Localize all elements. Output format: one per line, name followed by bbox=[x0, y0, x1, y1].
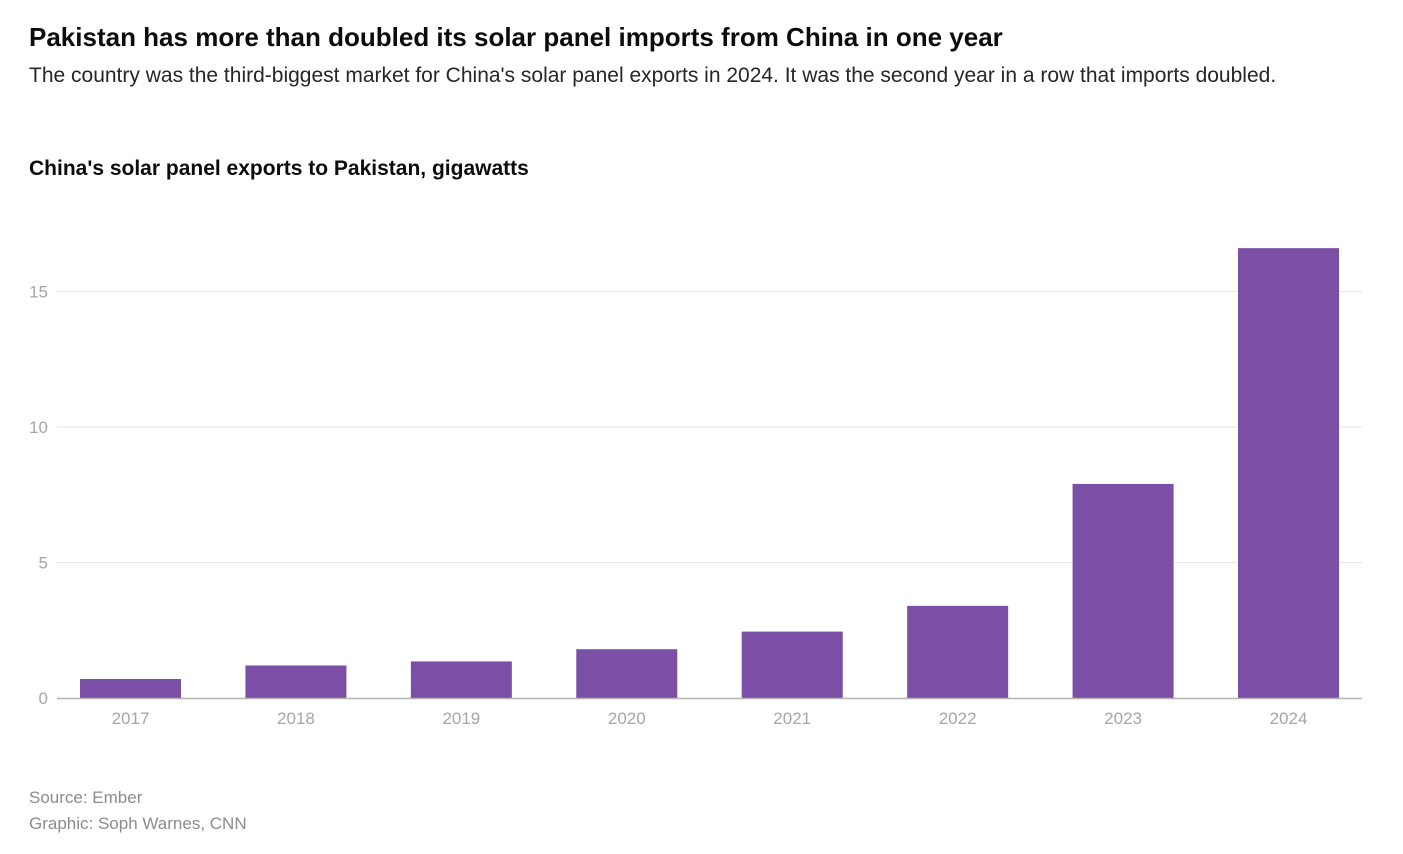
bar-2024 bbox=[1238, 248, 1339, 698]
source-note: Source: Ember bbox=[29, 788, 143, 807]
x-tick-label: 2024 bbox=[1270, 709, 1308, 728]
bar-2020 bbox=[576, 649, 678, 698]
chart-subheading: The country was the third-biggest market… bbox=[29, 64, 1277, 87]
x-tick-label: 2022 bbox=[939, 709, 977, 728]
y-tick-label: 0 bbox=[39, 689, 48, 708]
bar-2023 bbox=[1072, 483, 1174, 698]
y-tick-label: 10 bbox=[29, 418, 48, 437]
bar-2021 bbox=[741, 631, 843, 698]
y-tick-label: 5 bbox=[39, 554, 48, 573]
x-tick-label: 2019 bbox=[442, 709, 480, 728]
graphic-credit: Graphic: Soph Warnes, CNN bbox=[29, 814, 247, 833]
bar-2017 bbox=[80, 679, 181, 698]
y-tick-label: 15 bbox=[29, 283, 48, 302]
x-tick-label: 2017 bbox=[112, 709, 150, 728]
chart-headline: Pakistan has more than doubled its solar… bbox=[29, 22, 1003, 52]
bar-2022 bbox=[907, 605, 1009, 698]
x-tick-label: 2018 bbox=[277, 709, 315, 728]
x-tick-label: 2021 bbox=[773, 709, 811, 728]
chart-title: China's solar panel exports to Pakistan,… bbox=[29, 157, 529, 180]
x-tick-label: 2020 bbox=[608, 709, 646, 728]
x-tick-label: 2023 bbox=[1104, 709, 1142, 728]
bar-2018 bbox=[245, 665, 347, 698]
bar-2019 bbox=[410, 661, 512, 698]
